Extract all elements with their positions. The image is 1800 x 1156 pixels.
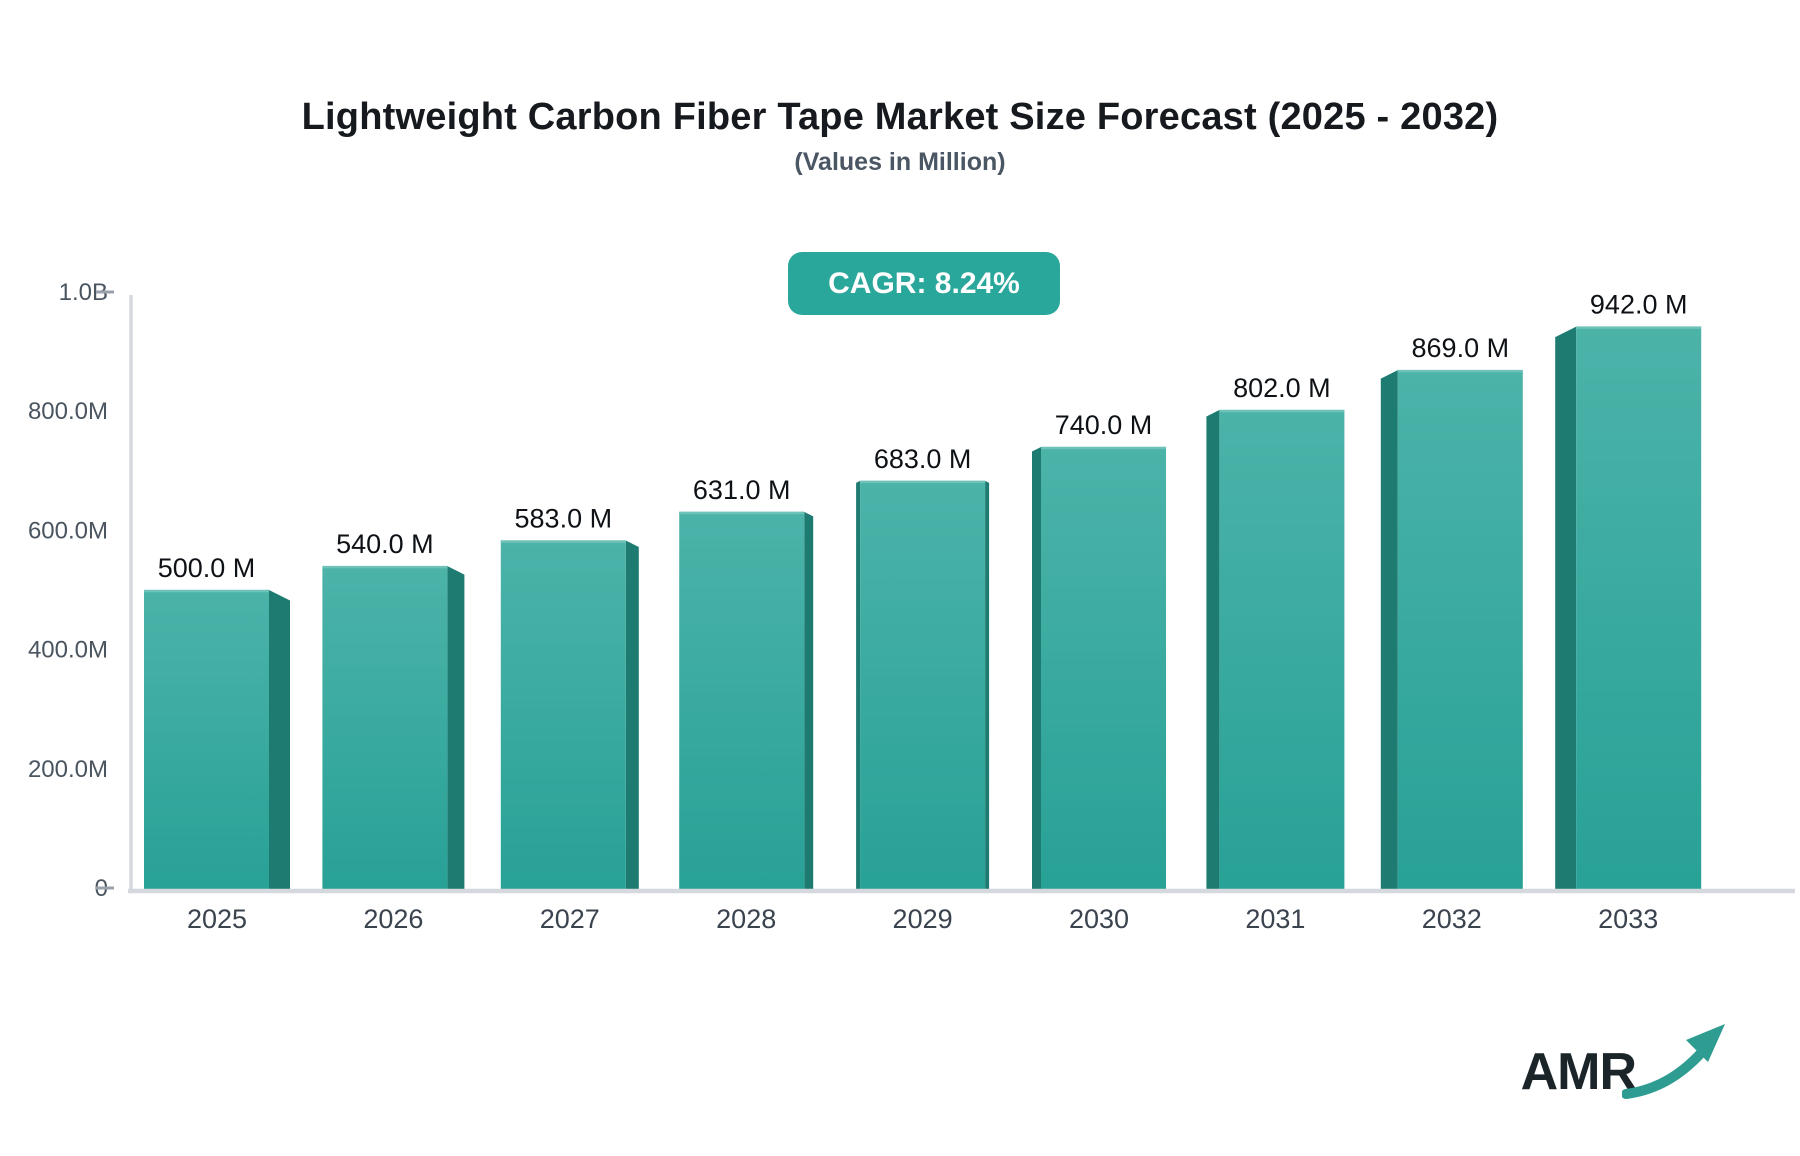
bar-side-3d (447, 566, 465, 889)
growth-arrow-icon (1622, 1024, 1725, 1099)
bar-2029 (860, 480, 986, 889)
bar-value-label: 802.0 M (1233, 373, 1331, 403)
bar-side-3d (856, 480, 861, 889)
x-axis-label: 2032 (1422, 904, 1482, 934)
bar-2031 (1219, 410, 1345, 889)
bar-2026 (322, 566, 448, 889)
x-axis-label: 2029 (893, 904, 953, 934)
bar-value-label: 683.0 M (874, 444, 972, 474)
cagr-badge: CAGR: 8.24% (788, 252, 1060, 315)
x-axis-label: 2031 (1245, 904, 1305, 934)
bar-side-3d (804, 511, 814, 889)
bar-2027 (500, 540, 626, 889)
bar-side-3d (1380, 370, 1398, 889)
amr-logo-text: AMR (1520, 1043, 1637, 1101)
bar-2032 (1397, 370, 1523, 889)
bar-side-3d (1206, 410, 1220, 889)
bar-side-3d (1555, 326, 1577, 889)
x-axis-label: 2026 (363, 904, 423, 934)
bar-2033 (1576, 326, 1702, 889)
chart-subtitle: (Values in Million) (794, 148, 1006, 176)
bar-value-label: 740.0 M (1055, 410, 1153, 440)
x-axis-label: 2025 (187, 904, 247, 934)
bar-value-label: 500.0 M (158, 553, 256, 583)
bar-side-3d (985, 480, 990, 889)
bar-side-3d (625, 540, 639, 889)
x-axis-label: 2033 (1598, 904, 1658, 934)
bar-2030 (1041, 446, 1166, 889)
bar-2028 (679, 511, 805, 889)
y-tick-label: 600.0M (28, 517, 108, 544)
bar-value-label: 540.0 M (336, 529, 434, 559)
bar-side-3d (269, 590, 290, 889)
bar-2025 (144, 590, 269, 889)
bar-value-label: 869.0 M (1412, 333, 1510, 363)
bar-value-label: 631.0 M (693, 475, 791, 505)
x-axis-label: 2030 (1069, 904, 1129, 934)
bar-value-label: 583.0 M (515, 504, 613, 534)
y-tick-label: 200.0M (28, 756, 108, 783)
amr-logo: AMR (1521, 1022, 1732, 1104)
y-tick-label: 400.0M (28, 637, 108, 664)
y-tick-label: 800.0M (28, 398, 108, 425)
bar-value-label: 942.0 M (1590, 290, 1688, 320)
bar-side-3d (1032, 446, 1041, 889)
chart-title: Lightweight Carbon Fiber Tape Market Siz… (301, 96, 1499, 138)
cagr-badge-label: CAGR: 8.24% (828, 266, 1020, 300)
x-axis-label: 2028 (716, 904, 776, 934)
x-axis-label: 2027 (540, 904, 600, 934)
